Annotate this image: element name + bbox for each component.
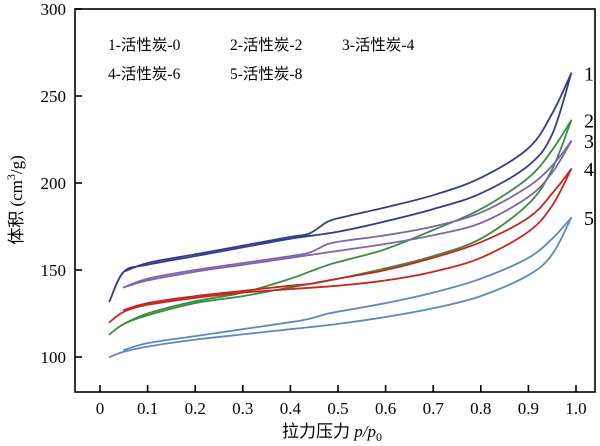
series-2-adsorption-curve	[108, 119, 573, 336]
curve-label-3: 3	[584, 131, 594, 153]
x-tick-label: 0.7	[423, 399, 445, 418]
y-tick-label: 100	[41, 348, 67, 367]
y-axis-title: 体积 (cm3/g)	[4, 155, 26, 245]
legend: 1-活性炭-0 2-活性炭-2 3-活性炭-4 4-活性炭-6 5-活性炭-8	[108, 36, 415, 83]
x-tick-label: 0.2	[185, 399, 206, 418]
x-tick-label: 0.6	[375, 399, 396, 418]
series-1-desorption-curve	[122, 72, 573, 273]
curve-label-5: 5	[584, 208, 594, 230]
series-3-adsorption-curve	[122, 140, 573, 289]
series-4-desorption-curve	[122, 168, 573, 311]
x-tick-label: 0.1	[137, 399, 158, 418]
series-2-desorption-curve	[122, 119, 573, 325]
x-axis-title: 拉力压力 p/p0	[282, 422, 382, 444]
curve-label-2: 2	[584, 110, 594, 132]
y-tick-label: 200	[41, 174, 67, 193]
legend-item-4: 4-活性炭-6	[108, 65, 181, 83]
y-tick-label: 150	[41, 261, 67, 280]
legend-item-5: 5-活性炭-8	[230, 65, 303, 83]
series-3-desorption-curve	[122, 140, 573, 289]
x-tick-label: 1.0	[565, 399, 586, 418]
series-1-adsorption-curve	[108, 72, 573, 303]
curve-label-4: 4	[584, 159, 594, 181]
x-tick-label: 0.9	[518, 399, 539, 418]
y-axis-ticks: 100 150 200 250 300	[41, 0, 82, 367]
x-tick-label: 0.8	[470, 399, 491, 418]
series-5-adsorption-curve	[108, 216, 573, 358]
x-tick-label: 0.5	[327, 399, 348, 418]
isotherm-curves	[108, 72, 573, 358]
x-tick-label: 0.4	[280, 399, 302, 418]
x-axis-ticks: 0 0.1 0.2 0.3 0.4 0.5 0.6 0.7 0.8 0.9 1.0	[96, 385, 587, 418]
series-5-desorption-curve	[122, 216, 573, 351]
series-4-adsorption-curve	[108, 168, 573, 324]
y-tick-label: 250	[41, 87, 67, 106]
x-tick-label: 0	[96, 399, 105, 418]
curve-label-1: 1	[584, 63, 594, 85]
legend-item-3: 3-活性炭-4	[342, 36, 415, 54]
legend-item-1: 1-活性炭-0	[108, 36, 181, 54]
plot-border	[74, 8, 596, 393]
legend-item-2: 2-活性炭-2	[230, 36, 302, 54]
y-tick-label: 300	[41, 0, 67, 19]
x-tick-label: 0.3	[232, 399, 253, 418]
